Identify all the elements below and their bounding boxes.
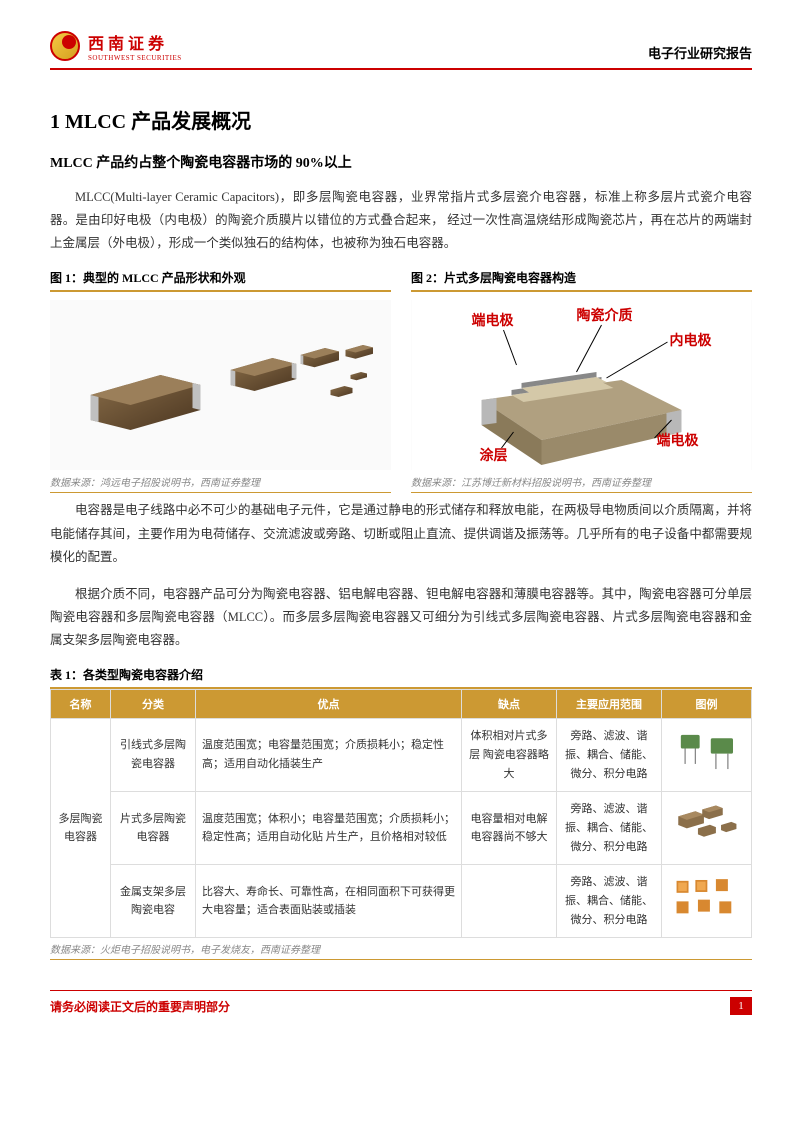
page-footer: 请务必阅读正文后的重要声明部分 1 [50, 990, 752, 1015]
cell-pros: 温度范围宽；体积小；电容量范围宽；介质损耗小；稳定性高；适用自动化贴 片生产，且… [196, 792, 462, 865]
cell-pros: 温度范围宽；电容量范围宽；介质损耗小；稳定性高；适用自动化插装生产 [196, 719, 462, 792]
col-name: 名称 [51, 690, 111, 719]
heading-2: MLCC 产品约占整个陶瓷电容器市场的 90%以上 [50, 152, 752, 172]
svg-text:端电极: 端电极 [657, 432, 700, 449]
cell-cons: 电容量相对电解电容器尚不够大 [462, 792, 557, 865]
cell-cat: 引线式多层陶瓷电容器 [111, 719, 196, 792]
table-1: 名称 分类 优点 缺点 主要应用范围 图例 多层陶瓷电容器 引线式多层陶瓷电容器… [50, 689, 752, 938]
logo-en: SOUTHWEST SECURITIES [88, 54, 182, 62]
figure-2-source: 数据来源：江苏博迁新材料招股说明书，西南证券整理 [411, 474, 752, 493]
cell-cons: 体积相对片式多层 陶瓷电容器略大 [462, 719, 557, 792]
col-illus: 图例 [662, 690, 752, 719]
paragraph-1: MLCC(Multi-layer Ceramic Capacitors)，即多层… [50, 186, 752, 255]
figure-2-title: 图 2：片式多层陶瓷电容器构造 [411, 269, 752, 292]
cell-illus [662, 865, 752, 938]
figure-1: 图 1：典型的 MLCC 产品形状和外观 [50, 269, 391, 493]
svg-text:端电极: 端电极 [472, 312, 515, 329]
table-1-title: 表 1：各类型陶瓷电容器介绍 [50, 666, 752, 689]
col-category: 分类 [111, 690, 196, 719]
cell-cat: 金属支架多层陶瓷电容 [111, 865, 196, 938]
paragraph-2: 电容器是电子线路中必不可少的基础电子元件，它是通过静电的形式储存和释放电能，在两… [50, 499, 752, 568]
table-header-row: 名称 分类 优点 缺点 主要应用范围 图例 [51, 690, 752, 719]
col-pros: 优点 [196, 690, 462, 719]
cell-apps: 旁路、滤波、谐振、耦合、储能、微分、积分电路 [557, 865, 662, 938]
figure-2: 图 2：片式多层陶瓷电容器构造 [411, 269, 752, 493]
svg-text:内电极: 内电极 [670, 332, 713, 349]
figure-1-image [50, 300, 391, 470]
cell-cons [462, 865, 557, 938]
table-row: 片式多层陶瓷电容器 温度范围宽；体积小；电容量范围宽；介质损耗小；稳定性高；适用… [51, 792, 752, 865]
figure-1-title: 图 1：典型的 MLCC 产品形状和外观 [50, 269, 391, 292]
logo-area: 西南证券 SOUTHWEST SECURITIES [50, 30, 182, 62]
table-row: 多层陶瓷电容器 引线式多层陶瓷电容器 温度范围宽；电容量范围宽；介质损耗小；稳定… [51, 719, 752, 792]
table-1-source: 数据来源：火炬电子招股说明书，电子发烧友，西南证券整理 [50, 941, 752, 960]
cell-apps: 旁路、滤波、谐振、耦合、储能、微分、积分电路 [557, 719, 662, 792]
page-number: 1 [730, 997, 752, 1015]
figures-row: 图 1：典型的 MLCC 产品形状和外观 [50, 269, 752, 493]
cell-apps: 旁路、滤波、谐振、耦合、储能、微分、积分电路 [557, 792, 662, 865]
cell-pros: 比容大、寿命长、可靠性高，在相同面积下可获得更大电容量；适合表面贴装或插装 [196, 865, 462, 938]
cell-illus [662, 792, 752, 865]
paragraph-3: 根据介质不同，电容器产品可分为陶瓷电容器、铝电解电容器、钽电解电容器和薄膜电容器… [50, 583, 752, 652]
table-row: 金属支架多层陶瓷电容 比容大、寿命长、可靠性高，在相同面积下可获得更大电容量；适… [51, 865, 752, 938]
page-header: 西南证券 SOUTHWEST SECURITIES 电子行业研究报告 [50, 30, 752, 70]
footer-disclaimer: 请务必阅读正文后的重要声明部分 [50, 998, 230, 1015]
figure-2-image: 端电极 陶瓷介质 内电极 涂层 端电极 [411, 300, 752, 470]
logo-cn: 西南证券 [88, 30, 182, 54]
figure-1-source: 数据来源：鸿远电子招股说明书，西南证券整理 [50, 474, 391, 493]
logo-icon [50, 31, 80, 61]
heading-1: 1 MLCC 产品发展概况 [50, 105, 752, 134]
col-cons: 缺点 [462, 690, 557, 719]
cell-cat: 片式多层陶瓷电容器 [111, 792, 196, 865]
svg-text:涂层: 涂层 [480, 447, 508, 464]
document-category: 电子行业研究报告 [648, 43, 752, 62]
cell-name: 多层陶瓷电容器 [51, 719, 111, 938]
svg-text:陶瓷介质: 陶瓷介质 [577, 307, 633, 324]
col-apps: 主要应用范围 [557, 690, 662, 719]
cell-illus [662, 719, 752, 792]
